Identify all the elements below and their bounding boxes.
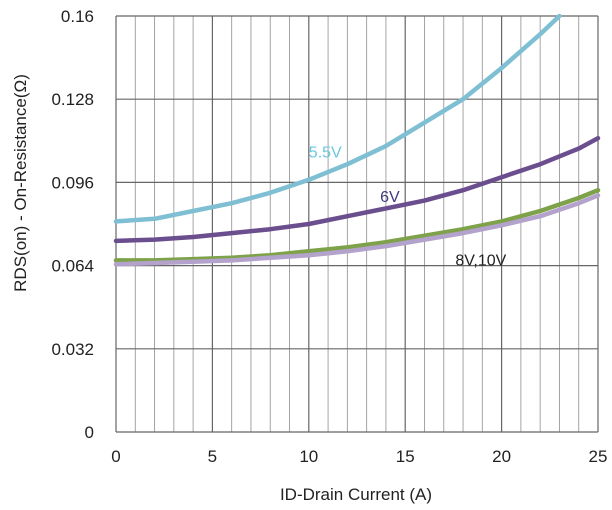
y-tick-label: 0.128 [51, 90, 94, 109]
x-tick-label: 20 [492, 447, 511, 466]
x-tick-label: 5 [208, 447, 217, 466]
series-annotation: 5.5V [309, 145, 342, 162]
y-tick-label: 0.064 [51, 257, 94, 276]
series-annotation: 6V [380, 189, 400, 206]
series-annotations: 5.5V 6V 8V,10V [309, 145, 507, 270]
y-axis-ticks: 0 0.032 0.064 0.096 0.128 0.16 [51, 7, 94, 442]
x-axis-title: ID-Drain Current (A) [280, 485, 432, 504]
grid-lines [115, 15, 599, 433]
series-line-6v [113, 135, 601, 244]
x-tick-label: 25 [589, 447, 608, 466]
series-line-8v [113, 187, 601, 263]
series-lines [113, 13, 601, 267]
x-axis-ticks: 0 5 10 15 20 25 [111, 447, 607, 466]
y-axis-title: RDS(on) - On-Resistance(Ω) [11, 74, 30, 292]
x-tick-label: 0 [111, 447, 120, 466]
plot-background [116, 16, 598, 432]
y-tick-label: 0.16 [61, 7, 94, 26]
series-annotation: 8V,10V [455, 253, 506, 270]
plot-area [116, 16, 598, 432]
y-tick-label: 0.032 [51, 340, 94, 359]
x-tick-label: 15 [396, 447, 415, 466]
series-line-10v [113, 193, 601, 267]
series-line-5-5v [113, 13, 562, 224]
y-tick-label: 0.096 [51, 173, 94, 192]
x-tick-label: 10 [299, 447, 318, 466]
y-tick-label: 0 [85, 423, 94, 442]
